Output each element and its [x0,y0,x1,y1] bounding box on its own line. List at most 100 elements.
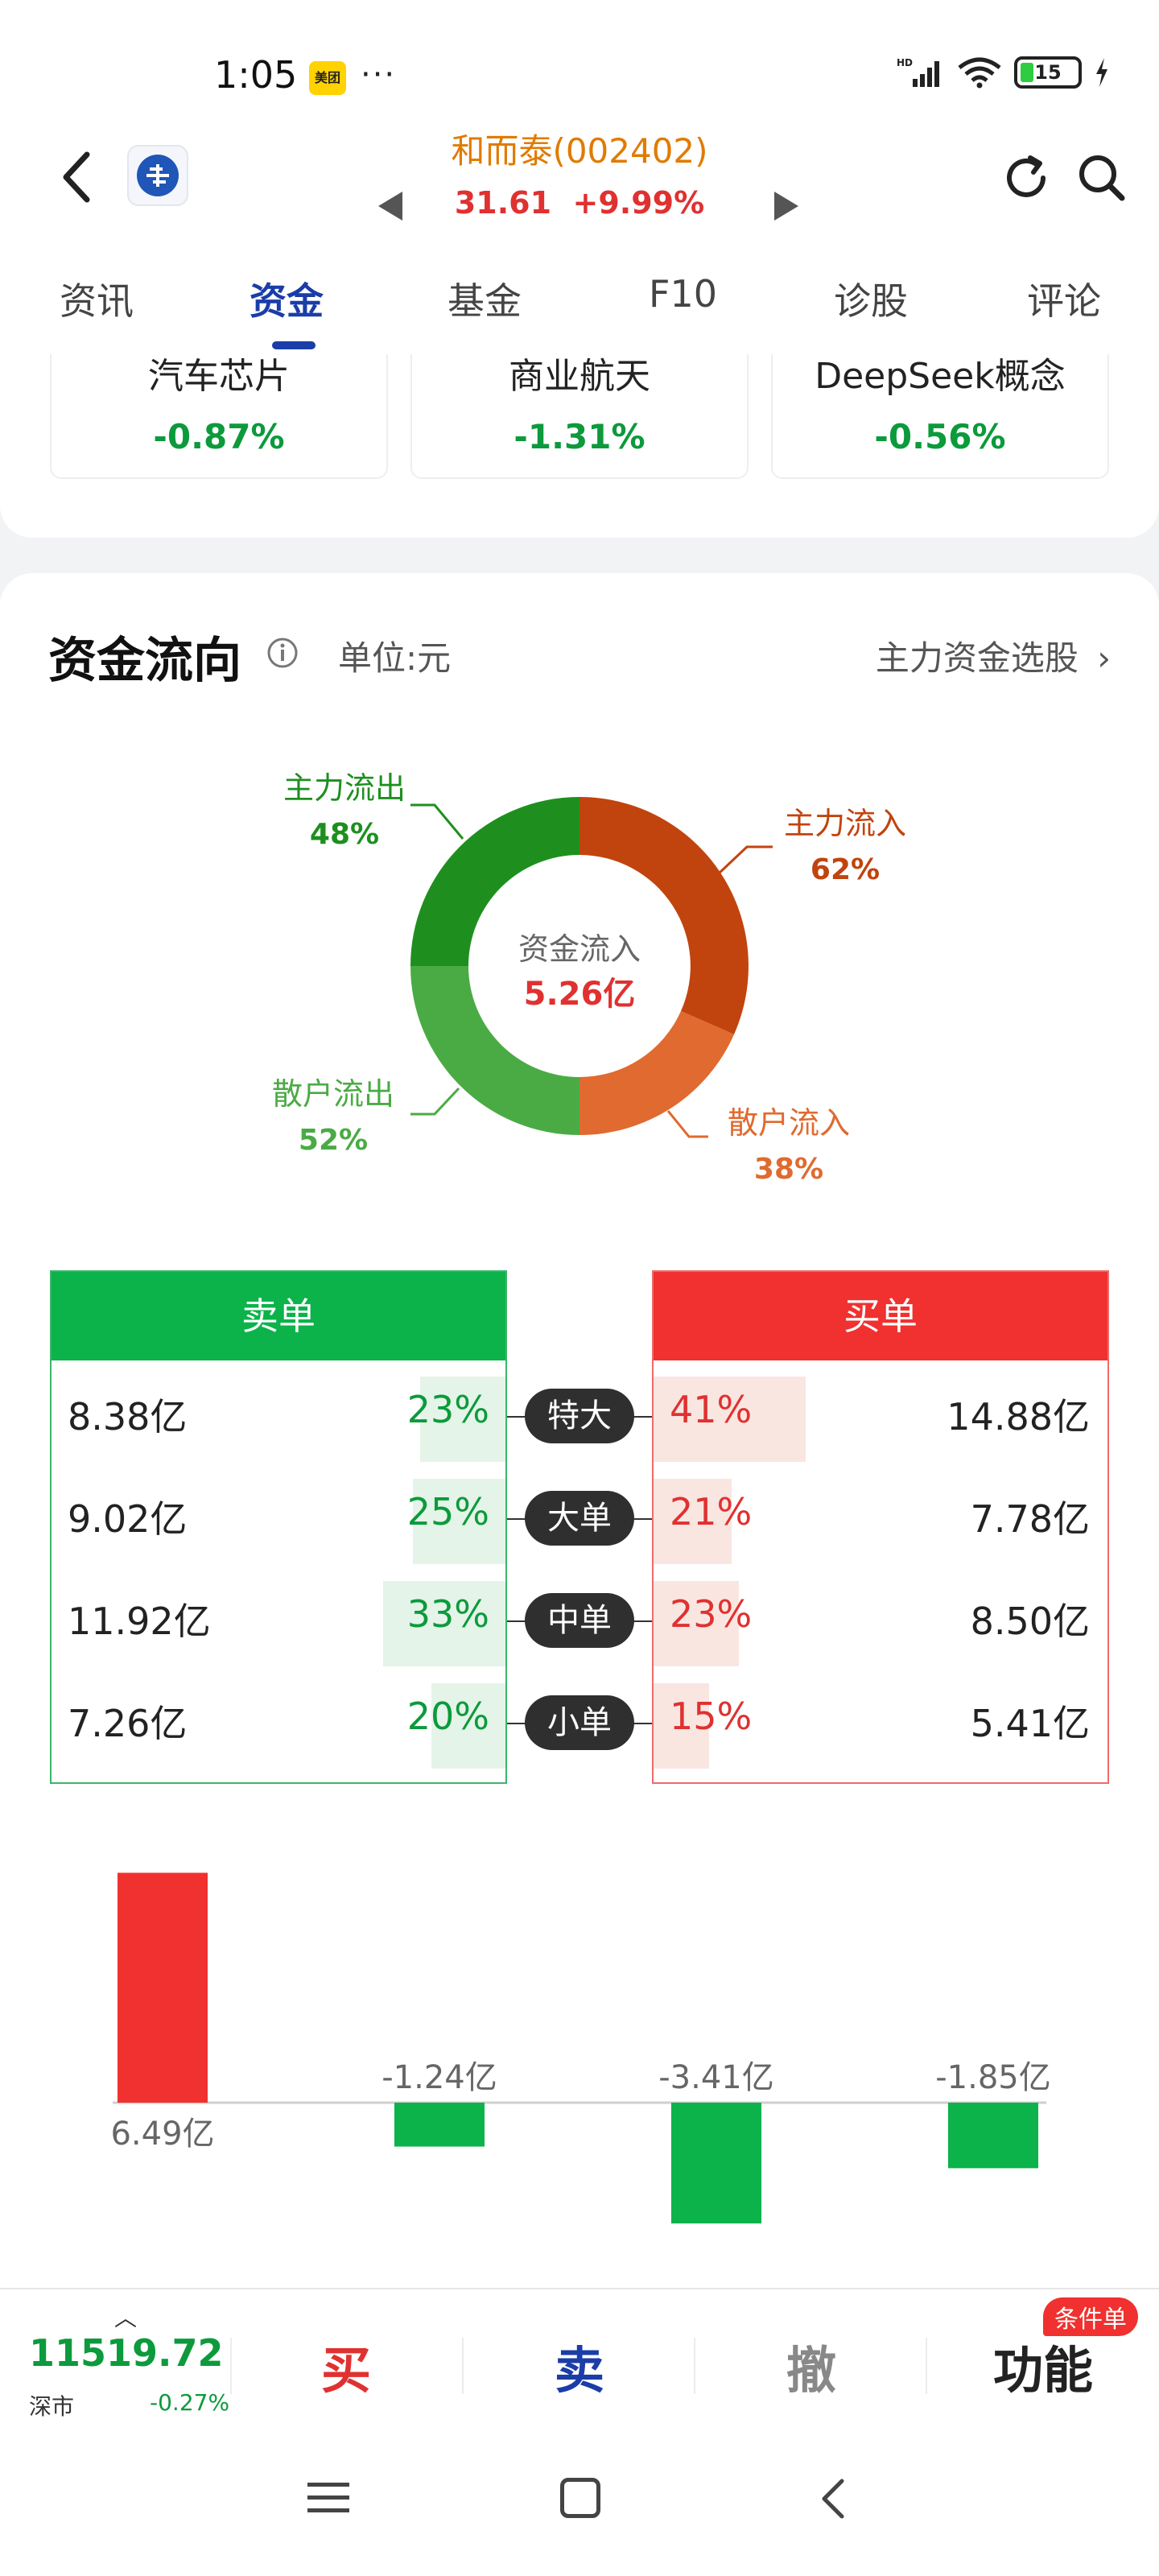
chevron-right-icon: › [1097,638,1111,678]
donut-segment-retail-out [410,966,580,1135]
buy-bar [654,1479,732,1564]
label-retail-in: 散户流入 [728,1105,850,1141]
signal-icon: HD [897,57,939,87]
net-flow-bar [118,1872,208,2103]
sell-bar [383,1581,505,1666]
stock-price: 31.61 [454,185,552,221]
more-notifications-icon: ··· [361,56,397,93]
sell-pct: 20% [406,1695,489,1738]
tab-comments[interactable]: 评论 [1027,279,1101,323]
stock-title[interactable]: 和而泰(002402) [451,131,708,171]
buy-amount: 5.41亿 [970,1702,1090,1745]
stock-change: +9.99% [572,185,705,221]
next-stock-icon[interactable] [774,192,798,221]
search-icon[interactable] [1074,150,1130,206]
sell-amount: 9.02亿 [68,1497,188,1541]
main-fund-select-link[interactable]: 主力资金选股 › [876,631,1111,680]
label-retail-out: 散户流出 [272,1076,394,1112]
chevron-up-icon[interactable]: ︿ [114,2305,138,2331]
back-icon[interactable] [48,145,105,209]
leader-line-retail-out [410,1087,460,1116]
status-time: 1:05 [214,53,298,97]
pct-main-in: 62% [810,853,880,886]
concept-card[interactable]: 商业航天 -1.31% [410,354,749,479]
nav-back-icon[interactable] [813,2475,853,2523]
charging-icon [1096,58,1107,87]
sell-row: 9.02亿 25% [52,1463,505,1565]
wifi-icon [958,57,1001,89]
leader-line-main-in [716,845,773,876]
net-flow-label: 6.49亿 [110,2116,214,2153]
tab-fund[interactable]: 基金 [448,279,522,323]
index-change: -0.27% [150,2389,230,2416]
concept-section: 汽车芯片 -0.87% 商业航天 -1.31% DeepSeek概念 -0.56… [0,354,1159,538]
buy-pct: 15% [670,1695,753,1738]
function-button[interactable]: 功能 [992,2341,1093,2400]
sell-bar [413,1479,505,1564]
donut-segment-main-out [410,797,580,966]
sell-button[interactable]: 卖 [554,2341,604,2400]
buy-pct: 41% [670,1388,753,1431]
battery-level: 15 [1034,61,1062,84]
buy-order-table: 买单 41% 14.88亿 21% 7.78亿 23% 8.50亿 15% 5.… [652,1270,1109,1784]
tab-diagnosis[interactable]: 诊股 [834,279,908,323]
refresh-icon[interactable] [998,150,1054,206]
sell-amount: 11.92亿 [68,1600,211,1643]
buy-amount: 7.78亿 [970,1497,1090,1541]
info-icon[interactable] [266,636,299,670]
concept-card[interactable]: 汽车芯片 -0.87% [50,354,388,479]
prev-stock-icon[interactable] [378,192,402,221]
tab-f10[interactable]: F10 [649,272,717,316]
size-pill: 小单 [525,1695,634,1750]
sell-pct: 23% [406,1388,489,1431]
index-value[interactable]: 11519.72 [29,2331,224,2375]
tab-bar: 资讯 资金 基金 F10 诊股 评论 [0,242,1159,354]
divider [230,2338,232,2394]
tab-funds[interactable]: 资金 [250,279,324,323]
active-tab-indicator [272,341,316,349]
concept-name: 汽车芯片 [148,356,290,397]
net-flow-bar [948,2103,1038,2169]
concept-name: DeepSeek概念 [815,356,1066,397]
stock-header: 和而泰(002402) 31.61 +9.99% [0,113,1159,242]
leader-line-main-out [410,803,464,840]
sell-bar [420,1377,505,1462]
fund-flow-card: 资金流向 单位:元 主力资金选股 › 资金流入 5.26亿 主力流出 48% 散… [0,573,1159,2288]
divider [694,2338,695,2394]
select-link-label: 主力资金选股 [875,638,1079,678]
buy-button[interactable]: 买 [320,2341,371,2400]
concept-change: -1.31% [514,417,645,456]
menu-icon[interactable] [306,2478,351,2518]
size-pill: 大单 [525,1491,634,1546]
company-logo [127,145,188,206]
sell-row: 8.38亿 23% [52,1360,505,1463]
concept-card[interactable]: DeepSeek概念 -0.56% [771,354,1109,479]
stock-price-line: 31.61 +9.99% [0,185,1159,221]
home-icon[interactable] [560,2478,600,2518]
status-icons: HD 15 [897,56,1111,89]
concept-change: -0.56% [874,417,1006,456]
net-flow-bar [394,2103,485,2147]
net-flow-label: -1.85亿 [935,2059,1051,2096]
buy-row: 41% 14.88亿 [654,1360,1107,1463]
fund-flow-title: 资金流向 [48,633,241,689]
donut-ring [410,797,749,1135]
concept-change: -0.87% [153,417,285,456]
leader-line-retail-in [666,1110,708,1138]
company-logo-icon [137,155,179,196]
size-pill: 中单 [525,1593,634,1648]
donut-center-value: 5.26亿 [524,976,636,1013]
sell-header: 卖单 [52,1272,505,1360]
sell-row: 7.26亿 20% [52,1667,505,1769]
tab-news[interactable]: 资讯 [60,279,134,323]
donut-segment-main-in [580,797,749,1034]
concept-name: 商业航天 [509,356,650,397]
cancel-order-button[interactable]: 撤 [786,2341,836,2400]
buy-amount: 14.88亿 [947,1395,1090,1439]
divider [926,2338,927,2394]
sell-pct: 25% [406,1490,489,1534]
meituan-icon: 美团 [309,61,346,95]
conditional-order-badge[interactable]: 条件单 [1043,2297,1138,2336]
label-main-in: 主力流入 [784,806,906,841]
buy-row: 23% 8.50亿 [654,1565,1107,1667]
